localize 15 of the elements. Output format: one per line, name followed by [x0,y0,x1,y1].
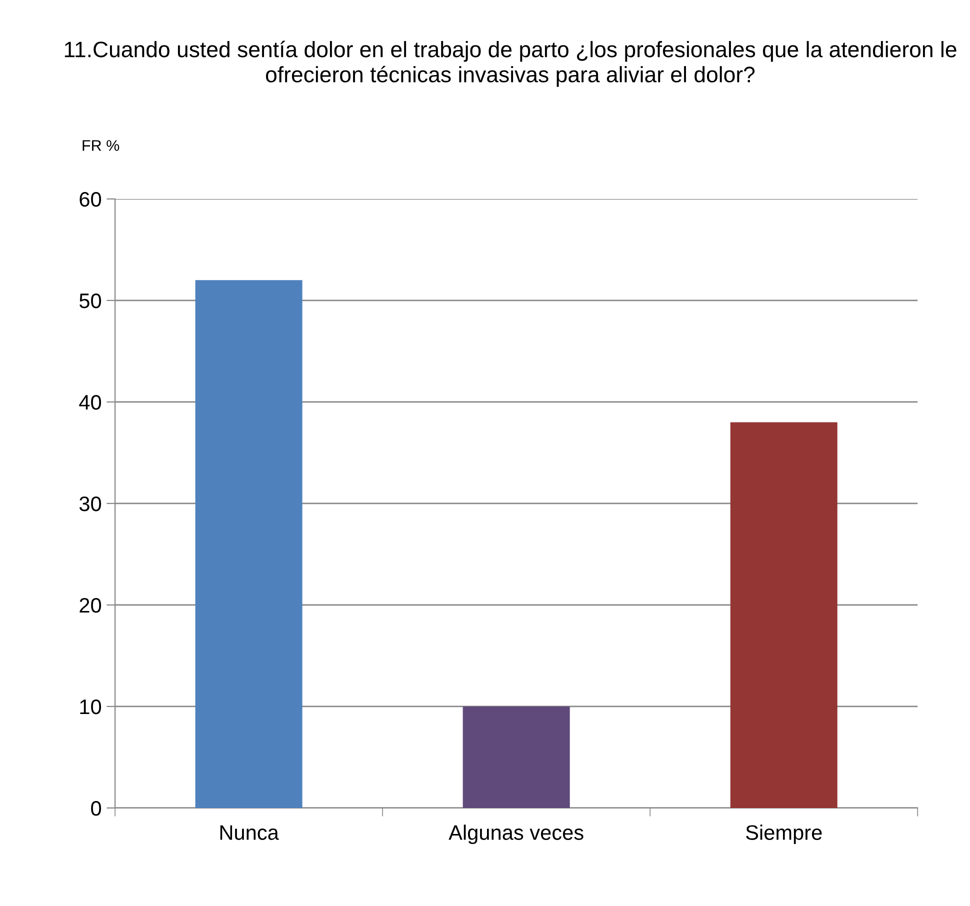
y-tick-label: 10 [80,699,102,714]
chart-title: 11.Cuando usted sentía dolor en el trabajo de parto ¿los profesionales que la atendieron le ofrecieron técnicas invasivas para aliviar el dolor? [64,40,956,87]
y-axis-title: FR % [82,140,120,151]
x-tick-label: Siempre [746,824,822,844]
y-tick-label: 20 [80,598,102,613]
bar [195,280,302,808]
y-tick-label: 0 [91,800,102,816]
y-tick-label: 40 [79,394,102,410]
bar [730,422,838,808]
y-tick-label: 30 [79,496,102,512]
y-tick-label: 60 [80,192,102,207]
x-tick-label: Nunca [220,825,279,840]
bar [462,706,570,808]
x-tick-label: Algunas veces [448,824,584,844]
y-tick-label: 50 [80,293,102,308]
